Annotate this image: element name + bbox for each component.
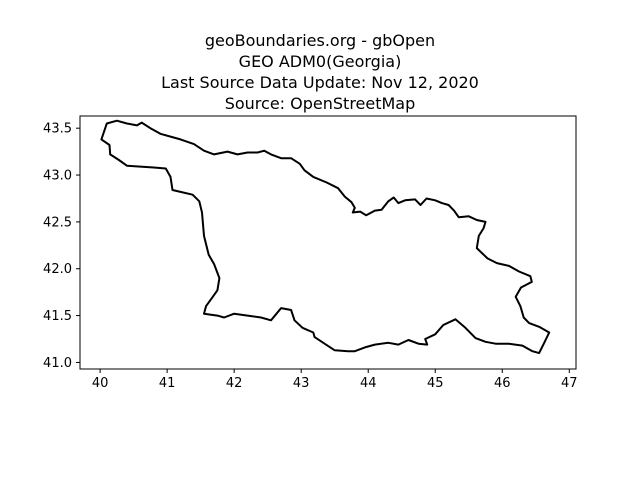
x-axis: 40 41 42 43 44 45 46 47 bbox=[92, 369, 578, 391]
y-axis: 41.0 41.5 42.0 42.5 43.0 43.5 bbox=[43, 122, 80, 371]
x-tick-label: 45 bbox=[427, 376, 444, 391]
map-title-line-4: Source: OpenStreetMap bbox=[224, 94, 416, 113]
map-title-line-1: geoBoundaries.org - gbOpen bbox=[204, 31, 436, 50]
x-tick-label: 43 bbox=[293, 376, 310, 391]
map-title-line-3: Last Source Data Update: Nov 12, 2020 bbox=[161, 73, 479, 92]
y-tick-label: 43.0 bbox=[43, 169, 72, 184]
georgia-boundary-outline bbox=[100, 119, 551, 355]
y-tick-label: 41.0 bbox=[43, 356, 72, 371]
x-tick-label: 47 bbox=[561, 376, 578, 391]
map-title-line-2: GEO ADM0(Georgia) bbox=[238, 52, 402, 71]
x-tick-label: 44 bbox=[360, 376, 377, 391]
x-tick-label: 42 bbox=[226, 376, 243, 391]
y-tick-label: 42.5 bbox=[43, 215, 72, 230]
y-tick-label: 43.5 bbox=[43, 122, 72, 137]
x-tick-label: 40 bbox=[92, 376, 109, 391]
x-tick-label: 41 bbox=[159, 376, 176, 391]
y-tick-label: 42.0 bbox=[43, 262, 72, 277]
plot-frame bbox=[79, 115, 577, 370]
x-tick-label: 46 bbox=[494, 376, 511, 391]
y-tick-label: 41.5 bbox=[43, 309, 72, 324]
